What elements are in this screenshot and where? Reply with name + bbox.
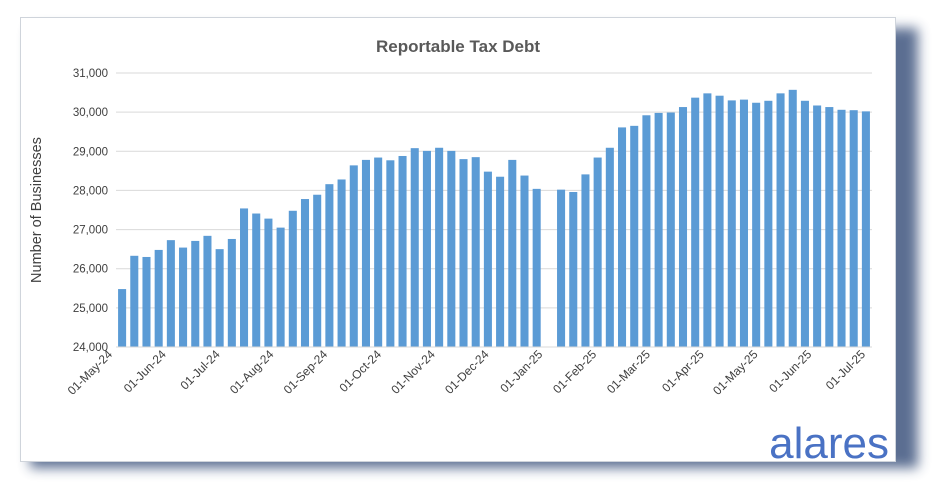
y-tick-label: 27,000 xyxy=(73,225,108,237)
bar xyxy=(703,93,712,348)
x-tick-label: 01-Jan-25 xyxy=(497,347,545,395)
bar xyxy=(179,247,188,347)
bar xyxy=(776,93,785,348)
bar xyxy=(557,189,566,347)
bar xyxy=(715,95,724,348)
bar xyxy=(654,112,663,347)
bar xyxy=(361,159,370,347)
bar xyxy=(386,160,395,347)
bar xyxy=(459,159,468,347)
bar xyxy=(496,176,505,347)
bar xyxy=(154,249,163,347)
y-tick-label: 29,000 xyxy=(73,146,108,158)
bar xyxy=(166,240,175,347)
bar xyxy=(861,111,870,347)
bar xyxy=(410,148,419,347)
x-tick-label: 01-Oct-24 xyxy=(336,347,384,395)
bar xyxy=(300,199,310,347)
bar xyxy=(813,105,822,347)
bar xyxy=(764,100,773,347)
bar xyxy=(691,97,700,347)
bar xyxy=(788,89,797,348)
y-axis-ticks: 24,000 25,000 26,000 27,000 28,000 29,000 30,0… xyxy=(73,68,108,354)
bar xyxy=(227,238,236,347)
bar xyxy=(252,213,261,347)
chart-title: Reportable Tax Debt xyxy=(376,37,540,56)
bar xyxy=(569,191,578,347)
y-tick-label: 26,000 xyxy=(73,264,108,276)
x-tick-label: 01-Sep-24 xyxy=(281,347,331,397)
bar xyxy=(313,194,322,347)
bar xyxy=(349,165,358,347)
bar xyxy=(800,100,809,347)
bar xyxy=(739,99,748,347)
x-tick-label: 01-May-24 xyxy=(65,347,116,398)
x-tick-label: 01-Mar-25 xyxy=(604,347,653,396)
bar xyxy=(837,109,846,348)
bar xyxy=(398,155,407,347)
bar-chart: Reportable Tax Debt 24,000 25,000 26,000 27… xyxy=(29,37,889,461)
bar xyxy=(288,210,297,347)
bar xyxy=(727,100,736,348)
bar xyxy=(447,150,456,347)
bar xyxy=(666,112,675,347)
bar xyxy=(678,107,688,347)
x-tick-label: 01-May-25 xyxy=(710,347,761,398)
bar xyxy=(240,208,249,347)
bar xyxy=(118,289,127,347)
x-tick-label: 01-Jul-24 xyxy=(177,347,223,393)
bar xyxy=(422,150,431,347)
bar xyxy=(849,110,858,347)
bars xyxy=(118,89,870,348)
bar xyxy=(325,184,334,347)
x-tick-label: 01-Feb-25 xyxy=(550,347,599,396)
x-axis-ticks: 01-May-24 01-Jun-24 01-Jul-24 01-Aug-24 01-S… xyxy=(65,347,869,398)
y-tick-label: 30,000 xyxy=(73,107,108,119)
bar xyxy=(532,188,541,347)
bar xyxy=(593,157,602,347)
y-axis-label: Number of Businesses xyxy=(29,137,45,283)
y-tick-label: 28,000 xyxy=(73,185,108,197)
bar xyxy=(483,171,492,347)
bar xyxy=(618,127,627,347)
bar xyxy=(825,107,834,347)
y-tick-label: 24,000 xyxy=(73,342,108,354)
bar xyxy=(142,256,151,347)
bar xyxy=(752,102,761,348)
y-tick-label: 25,000 xyxy=(73,303,108,315)
alares-logo: alares xyxy=(769,419,889,461)
x-tick-label: 01-Apr-25 xyxy=(659,347,707,395)
bar xyxy=(520,175,529,347)
x-tick-label: 01-Jun-25 xyxy=(766,347,814,395)
bar xyxy=(215,249,224,347)
bar xyxy=(337,179,346,347)
x-tick-label: 01-Aug-24 xyxy=(227,347,277,397)
bar xyxy=(471,157,480,347)
x-tick-label: 01-Dec-24 xyxy=(442,347,492,397)
bar xyxy=(203,235,212,347)
bar xyxy=(191,240,200,347)
x-tick-label: 01-Nov-24 xyxy=(388,347,438,397)
bar xyxy=(374,157,383,347)
x-tick-label: 01-Jul-25 xyxy=(823,347,869,393)
bar xyxy=(435,147,444,347)
y-tick-label: 31,000 xyxy=(73,68,108,80)
bar xyxy=(508,159,517,347)
bar xyxy=(130,255,139,347)
bar xyxy=(264,218,273,347)
x-tick-label: 01-Jun-24 xyxy=(121,347,169,395)
bar xyxy=(276,227,285,347)
chart-card: Reportable Tax Debt 24,000 25,000 26,000 27… xyxy=(20,17,896,462)
bar xyxy=(581,174,590,347)
bar xyxy=(605,147,614,347)
bar xyxy=(642,115,651,347)
bar xyxy=(630,125,639,347)
